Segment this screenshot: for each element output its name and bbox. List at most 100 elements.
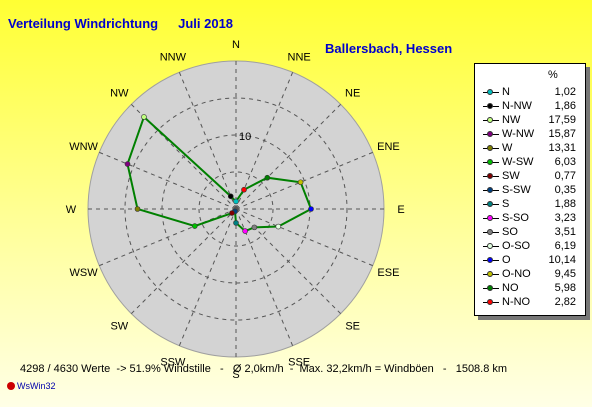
legend-row: SO 3,51	[475, 226, 585, 240]
rose-spoke	[235, 103, 342, 210]
legend-value: 5,98	[554, 282, 576, 294]
legend-marker-icon	[487, 257, 493, 263]
legend-marker-icon	[487, 159, 493, 165]
title-text: Verteilung Windrichtung	[8, 16, 159, 31]
legend-row: NO 5,98	[475, 282, 585, 296]
legend-direction: O	[502, 254, 511, 266]
direction-label: SE	[345, 321, 360, 333]
legend-row: S-SW 0,35	[475, 184, 585, 198]
legend-row: SW 0,77	[475, 170, 585, 184]
data-point	[242, 228, 248, 234]
legend-marker-icon	[487, 187, 493, 193]
legend-value: 1,88	[554, 198, 576, 210]
rose-spoke	[178, 208, 237, 346]
data-point	[124, 161, 131, 167]
legend-row: O-NO 9,45	[475, 268, 585, 282]
data-point	[233, 198, 239, 205]
legend-row: O 10,14	[475, 254, 585, 268]
legend-row: S-SO 3,23	[475, 212, 585, 226]
legend-direction: NW	[502, 114, 521, 126]
legend-value: 17,59	[548, 114, 576, 126]
direction-label: SSW	[160, 356, 186, 368]
legend-value: 0,35	[554, 184, 576, 196]
data-point	[308, 206, 314, 212]
legend-direction: O-NO	[502, 268, 531, 280]
legend-marker-icon	[487, 215, 493, 221]
legend-marker-icon	[487, 173, 493, 179]
direction-label: N	[232, 39, 240, 51]
month-text: Juli 2018	[178, 16, 234, 31]
data-point	[134, 206, 141, 212]
legend-marker-icon	[487, 201, 493, 207]
direction-label: E	[397, 204, 404, 216]
legend-unit: %	[548, 69, 558, 81]
legend-direction: N	[502, 86, 510, 98]
legend-row: W-NW 15,87	[475, 128, 585, 142]
chart-title: Verteilung Windrichtung Juli 2018	[8, 16, 233, 31]
legend-marker-icon	[487, 243, 493, 249]
legend-marker-icon	[487, 299, 493, 305]
legend-value: 3,51	[554, 226, 576, 238]
legend-value: 6,03	[554, 156, 576, 168]
brand-logo-icon	[7, 382, 15, 390]
data-point	[227, 193, 234, 200]
legend-value: 15,87	[548, 128, 576, 140]
data-point	[191, 223, 198, 229]
legend-value: 6,19	[554, 240, 576, 252]
legend-row: W-SW 6,03	[475, 156, 585, 170]
rose-spoke	[235, 151, 373, 210]
legend-value: 1,86	[554, 100, 576, 112]
legend-direction: N-NW	[502, 100, 532, 112]
direction-label: NNE	[288, 52, 311, 64]
legend-direction: SO	[502, 226, 518, 238]
direction-label: SSE	[288, 356, 310, 368]
direction-label: NW	[110, 87, 129, 99]
legend-marker-icon	[487, 271, 493, 277]
brand: WsWin32	[7, 381, 56, 391]
legend-row: W 13,31	[475, 142, 585, 156]
legend-marker-icon	[487, 131, 493, 137]
legend-direction: S-SO	[502, 212, 529, 224]
legend-row: O-SO 6,19	[475, 240, 585, 254]
direction-label: NNW	[160, 52, 187, 64]
direction-label: WSW	[70, 267, 99, 279]
legend-direction: W-NW	[502, 128, 535, 140]
direction-label: S	[232, 369, 239, 381]
rose-spoke	[130, 208, 237, 315]
data-point	[229, 210, 235, 216]
legend-direction: W-SW	[502, 156, 534, 168]
legend-row: N 1,02	[475, 86, 585, 100]
legend-marker-icon	[487, 229, 493, 235]
rose-spoke	[178, 72, 237, 210]
legend-marker-icon	[487, 117, 493, 123]
rose-spoke	[235, 208, 373, 267]
legend: % N 1,02 N-NW 1,86 NW 17,59 W-NW 15,87 W 13,31 W-S…	[474, 63, 586, 316]
data-point	[297, 179, 304, 186]
data-point	[264, 174, 271, 181]
rose-spoke	[99, 151, 237, 210]
legend-direction: O-SO	[502, 240, 531, 252]
data-point	[141, 114, 147, 120]
legend-direction: S	[502, 198, 510, 210]
location-label: Ballersbach, Hessen	[325, 41, 453, 56]
legend-value: 1,02	[554, 86, 576, 98]
legend-marker-icon	[487, 145, 493, 151]
legend-value: 3,23	[554, 212, 576, 224]
legend-value: 2,82	[554, 296, 576, 308]
legend-value: 10,14	[548, 254, 576, 266]
direction-label: NE	[345, 87, 360, 99]
legend-value: 9,45	[554, 268, 576, 280]
legend-row: N-NO 2,82	[475, 296, 585, 310]
rose-ring	[124, 97, 348, 321]
legend-value: 13,31	[548, 142, 576, 154]
footer-stats: 4298 / 4630 Werte -> 51.9% Windstille - …	[20, 363, 508, 375]
ring-tick-label: 10	[239, 131, 251, 143]
data-point	[275, 223, 282, 230]
legend-direction: S-SW	[502, 184, 531, 196]
rose-spoke	[99, 208, 237, 267]
brand-name: WsWin32	[17, 381, 56, 391]
legend-direction: NO	[502, 282, 519, 294]
data-point	[233, 220, 239, 226]
legend-row: S 1,88	[475, 198, 585, 212]
